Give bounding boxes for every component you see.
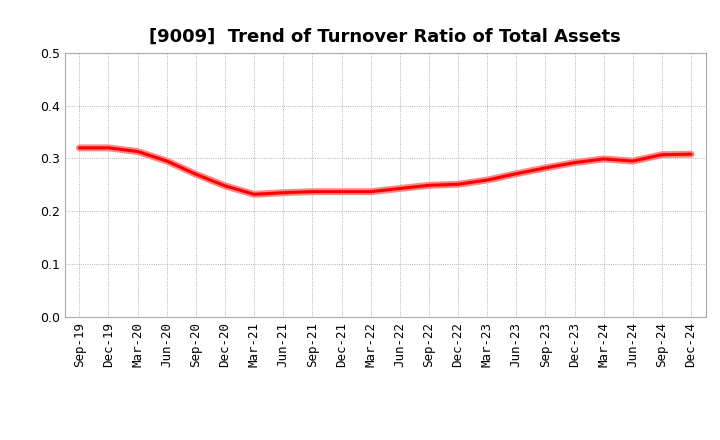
Title: [9009]  Trend of Turnover Ratio of Total Assets: [9009] Trend of Turnover Ratio of Total … <box>149 28 621 46</box>
